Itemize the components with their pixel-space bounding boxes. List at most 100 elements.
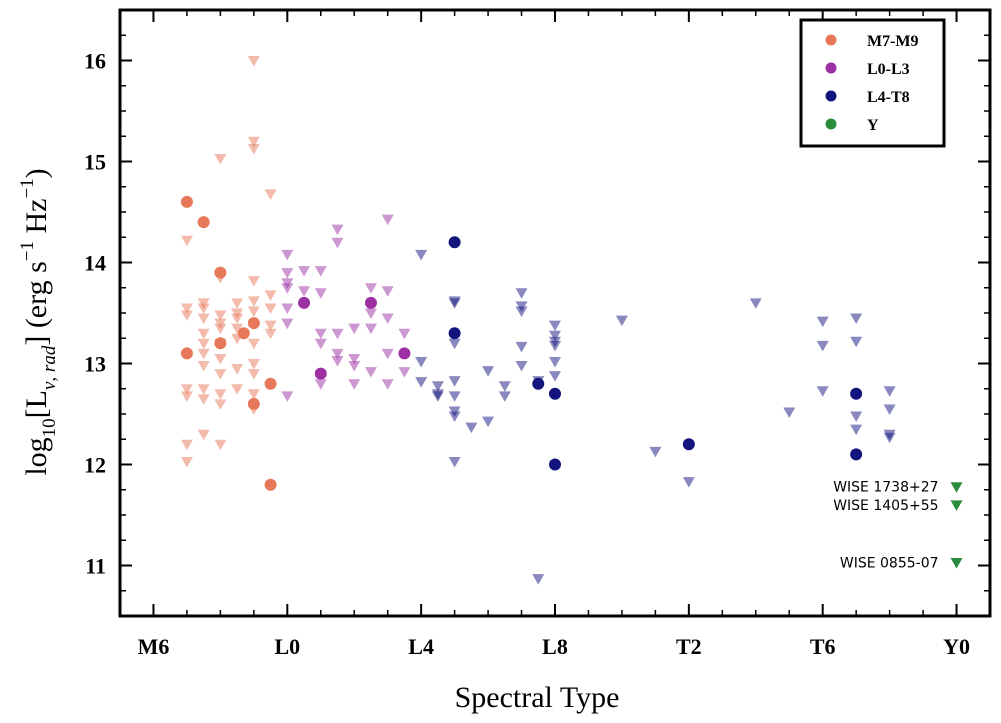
upper-limit-marker bbox=[331, 348, 344, 360]
upper-limit-marker bbox=[214, 389, 227, 400]
upper-limit-marker bbox=[180, 235, 193, 247]
detection-marker bbox=[549, 387, 561, 400]
axes: 11 12 13 14 15 16 M6 L0 L4 L8 T2 T6 Y0 bbox=[84, 8, 992, 659]
upper-limit-marker bbox=[314, 338, 327, 350]
upper-limit-marker bbox=[448, 298, 461, 309]
upper-limit-marker bbox=[264, 320, 277, 332]
upper-limit-marker bbox=[348, 353, 361, 365]
y-tick-label: 12 bbox=[84, 453, 106, 478]
legend-marker bbox=[825, 34, 837, 46]
upper-limit-marker bbox=[247, 136, 260, 148]
upper-limit-marker bbox=[950, 500, 963, 511]
upper-limit-marker bbox=[214, 369, 227, 380]
upper-limit-marker bbox=[482, 416, 495, 428]
y-title-hz: Hz bbox=[20, 199, 53, 241]
detection-marker bbox=[850, 448, 863, 461]
detection-marker bbox=[264, 478, 277, 491]
upper-limit-marker bbox=[214, 353, 227, 365]
detection-marker bbox=[197, 216, 210, 229]
upper-limit-marker bbox=[549, 320, 561, 332]
upper-limit-marker bbox=[314, 288, 327, 299]
annotation-label: WISE 1405+55 bbox=[833, 498, 938, 514]
upper-limit-marker bbox=[348, 361, 361, 372]
annotation-label: WISE 1738+27 bbox=[833, 480, 938, 496]
upper-limit-marker bbox=[331, 328, 344, 340]
x-tick-label: Y0 bbox=[943, 634, 970, 659]
upper-limit-marker bbox=[348, 379, 361, 390]
upper-limit-marker bbox=[331, 237, 344, 249]
upper-limit-marker bbox=[231, 313, 244, 325]
upper-limit-marker bbox=[331, 224, 344, 236]
x-axis-title: Spectral Type bbox=[455, 681, 620, 714]
upper-limit-marker bbox=[415, 377, 428, 388]
upper-limit-marker bbox=[264, 328, 277, 340]
upper-limit-marker bbox=[314, 328, 327, 340]
x-tick-label: L0 bbox=[274, 634, 300, 659]
upper-limit-marker bbox=[281, 283, 294, 294]
upper-limit-marker bbox=[883, 404, 896, 415]
upper-limit-marker bbox=[281, 391, 294, 402]
upper-limit-marker bbox=[515, 288, 528, 299]
upper-limit-marker bbox=[314, 266, 327, 277]
detection-marker bbox=[214, 337, 227, 350]
upper-limit-marker bbox=[749, 298, 762, 309]
upper-limit-marker bbox=[197, 338, 210, 350]
upper-limit-marker bbox=[197, 361, 210, 372]
detection-marker bbox=[448, 327, 461, 340]
upper-limit-marker bbox=[281, 249, 294, 261]
upper-limit-marker bbox=[197, 384, 210, 395]
upper-limit-marker bbox=[816, 386, 829, 397]
upper-limit-marker bbox=[180, 303, 193, 314]
upper-limit-marker bbox=[231, 364, 244, 375]
upper-limit-marker bbox=[515, 306, 528, 317]
upper-limit-marker bbox=[448, 391, 461, 402]
upper-limit-marker bbox=[214, 310, 227, 322]
detection-marker bbox=[850, 387, 863, 400]
upper-limit-marker bbox=[281, 318, 294, 330]
y-title-log: log bbox=[20, 437, 53, 475]
detection-marker bbox=[364, 296, 377, 309]
detection-marker bbox=[237, 327, 250, 340]
upper-limit-marker bbox=[247, 389, 260, 400]
upper-limit-marker bbox=[247, 276, 260, 287]
upper-limit-marker bbox=[783, 407, 796, 418]
upper-limit-marker bbox=[431, 381, 444, 392]
upper-limit-marker bbox=[532, 574, 545, 585]
upper-limit-marker bbox=[281, 303, 294, 314]
upper-limit-marker bbox=[364, 283, 377, 294]
x-tick-label: T2 bbox=[676, 634, 702, 659]
y-title-exp2: −1 bbox=[17, 178, 38, 198]
series-y bbox=[950, 482, 963, 569]
upper-limit-marker bbox=[197, 429, 210, 441]
upper-limit-marker bbox=[247, 143, 260, 155]
x-tick-label: L4 bbox=[408, 634, 434, 659]
upper-limit-marker bbox=[180, 384, 193, 395]
legend-label: M7-M9 bbox=[867, 33, 919, 50]
series-l4-t8 bbox=[415, 236, 896, 585]
upper-limit-marker bbox=[515, 341, 528, 353]
y-title-units: ] (erg s bbox=[20, 261, 53, 345]
upper-limit-marker bbox=[247, 369, 260, 380]
upper-limit-marker bbox=[331, 355, 344, 367]
upper-limit-marker bbox=[364, 323, 377, 335]
upper-limit-marker bbox=[649, 446, 662, 458]
upper-limit-marker bbox=[950, 557, 963, 569]
legend-marker bbox=[825, 62, 837, 74]
y-title-bracket: [L bbox=[20, 390, 53, 418]
upper-limit-marker bbox=[348, 323, 361, 335]
upper-limit-marker bbox=[381, 379, 394, 390]
upper-limit-marker bbox=[264, 189, 277, 200]
upper-limit-marker bbox=[850, 336, 863, 348]
upper-limit-marker bbox=[850, 411, 863, 423]
upper-limit-marker bbox=[381, 348, 394, 360]
upper-limit-marker bbox=[281, 268, 294, 279]
upper-limit-marker bbox=[515, 361, 528, 372]
upper-limit-marker bbox=[549, 330, 561, 342]
upper-limit-marker bbox=[180, 391, 193, 402]
upper-limit-marker bbox=[247, 338, 260, 350]
upper-limit-marker bbox=[231, 323, 244, 335]
legend-box bbox=[799, 18, 946, 148]
upper-limit-marker bbox=[231, 298, 244, 309]
legend: M7-M9 L0-L3 L4-T8 Y bbox=[799, 18, 946, 148]
